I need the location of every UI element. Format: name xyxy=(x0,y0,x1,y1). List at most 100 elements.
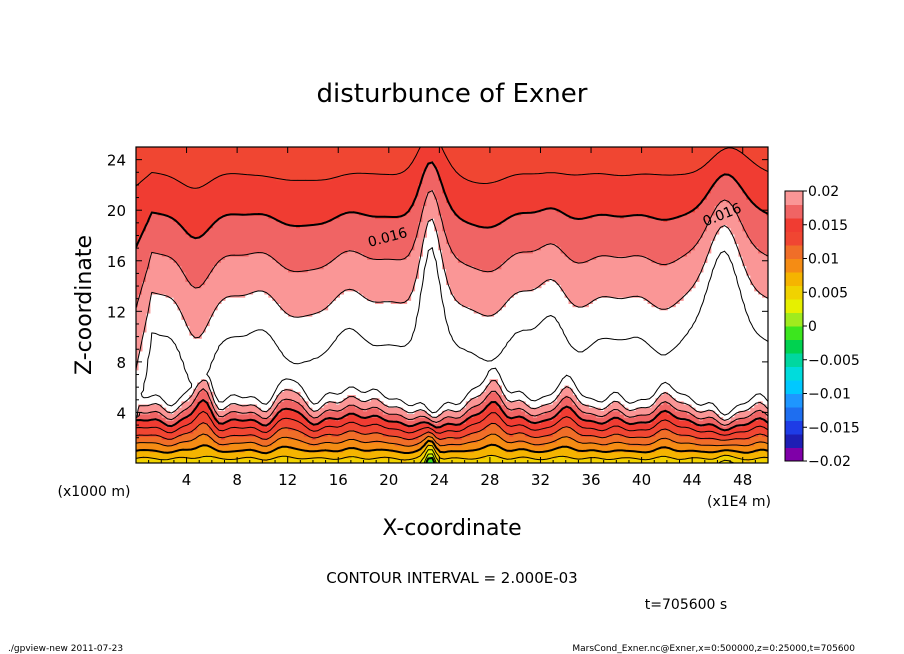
contour-band-cell xyxy=(738,246,759,251)
contour-band-cell xyxy=(576,423,657,428)
contour-band-cell xyxy=(434,445,487,450)
contour-band-cell xyxy=(209,417,218,421)
contour-band-cell xyxy=(197,426,210,431)
contour-band-cell xyxy=(181,265,214,270)
contour-band-cell xyxy=(201,432,206,437)
contour-band-cell xyxy=(201,388,206,393)
contour-band-cell xyxy=(734,177,768,181)
contour-band-cell xyxy=(556,395,566,399)
contour-band-cell xyxy=(181,401,194,406)
contour-band-cell xyxy=(402,414,431,418)
footer-left: ./gpview-new 2011-07-23 xyxy=(8,644,123,654)
contour-band-cell xyxy=(446,158,712,162)
contour-band-cell xyxy=(651,259,676,263)
contour-band-cell xyxy=(485,388,502,393)
contour-band-cell xyxy=(189,233,202,238)
contour-band-cell xyxy=(185,407,194,412)
contour-band-cell xyxy=(667,410,688,415)
contour-band-cell xyxy=(509,214,570,219)
contour-band-cell xyxy=(136,256,151,260)
contour-band-cell xyxy=(453,297,510,301)
colorbar-swatch xyxy=(785,339,803,354)
colorbar-swatch xyxy=(785,191,803,205)
contour-band-cell xyxy=(611,417,621,421)
colorbar-swatch xyxy=(785,272,803,286)
contour-band-cell xyxy=(675,407,696,412)
contour-band-cell xyxy=(572,407,581,412)
contour-band-cell xyxy=(284,265,325,270)
contour-band-cell xyxy=(438,177,467,181)
contour-band-cell xyxy=(659,429,672,434)
contour-band-cell xyxy=(438,211,455,216)
contour-band-cell xyxy=(216,414,226,418)
contour-band-cell xyxy=(136,281,143,286)
contour-band-cell xyxy=(145,271,186,276)
contour-band-cell xyxy=(323,221,420,226)
contour-band-cell xyxy=(434,439,479,444)
contour-band-cell xyxy=(303,407,313,412)
contour-band-cell xyxy=(560,284,696,289)
contour-band-cell xyxy=(299,439,344,444)
contour-band-cell xyxy=(461,407,471,412)
contour-band-cell xyxy=(564,290,688,295)
contour-band-cell xyxy=(592,426,609,431)
contour-band-cell xyxy=(136,278,147,282)
contour-band-cell xyxy=(343,407,364,412)
contour-band-cell xyxy=(303,432,329,437)
contour-band-cell xyxy=(136,331,143,336)
contour-band-cell xyxy=(181,404,190,409)
contour-band-cell xyxy=(438,455,487,459)
contour-band-cell xyxy=(185,278,206,282)
contour-band-cell xyxy=(426,445,435,450)
contour-band-cell xyxy=(141,230,186,235)
contour-band-cell xyxy=(544,442,601,447)
contour-band-cell xyxy=(706,192,747,197)
contour-band-cell xyxy=(367,256,408,260)
contour-band-cell xyxy=(734,240,751,244)
contour-band-cell xyxy=(136,177,147,181)
contour-band-cell xyxy=(742,262,768,267)
contour-band-cell xyxy=(205,388,210,393)
contour-band-cell xyxy=(521,423,554,428)
contour-band-cell xyxy=(288,417,309,421)
contour-band-cell xyxy=(303,423,344,428)
contour-band-cell xyxy=(446,195,708,200)
contour-band-cell xyxy=(347,414,360,418)
contour-band-cell xyxy=(477,439,506,444)
contour-band-cell xyxy=(450,243,546,248)
contour-band-cell xyxy=(434,451,439,456)
contour-band-cell xyxy=(497,423,506,428)
contour-band-cell xyxy=(576,410,585,415)
contour-line xyxy=(136,433,768,447)
contour-band-cell xyxy=(414,246,423,251)
contour-band-cell xyxy=(576,414,597,418)
contour-band-cell xyxy=(485,398,502,402)
contour-band-cell xyxy=(136,224,147,229)
contour-band-cell xyxy=(501,445,562,450)
contour-band-cell xyxy=(280,306,329,311)
contour-band-cell xyxy=(319,442,396,447)
contour-band-cell xyxy=(157,410,171,415)
contour-band-cell xyxy=(136,445,198,450)
contour-band-cell xyxy=(418,230,427,235)
x-axis: 4 8 12 16 20 24 28 32 36 40 44 48 xyxy=(148,147,756,489)
contour-band-cell xyxy=(473,180,499,184)
contour-band-cell xyxy=(136,338,143,342)
contour-band-cell xyxy=(136,170,404,175)
contour-band-cell xyxy=(734,205,759,210)
contour-band-cell xyxy=(758,205,768,210)
contour-band-cell xyxy=(177,442,218,447)
contour-band-cell xyxy=(280,436,289,440)
contour-band-cell xyxy=(560,246,696,251)
contour-band-cell xyxy=(426,202,439,207)
contour-band-cell xyxy=(137,237,416,241)
contour-band-cell xyxy=(426,164,435,169)
contour-band-cell xyxy=(355,404,388,409)
x-tick-label: 44 xyxy=(683,471,702,489)
colorbar-tick-label: 0 xyxy=(808,319,817,335)
contour-band-cell xyxy=(659,404,672,409)
contour-band-cell xyxy=(730,432,759,437)
contour-band-cell xyxy=(136,432,183,437)
contour-band-cell xyxy=(560,391,574,396)
contour-band-cell xyxy=(307,417,329,421)
